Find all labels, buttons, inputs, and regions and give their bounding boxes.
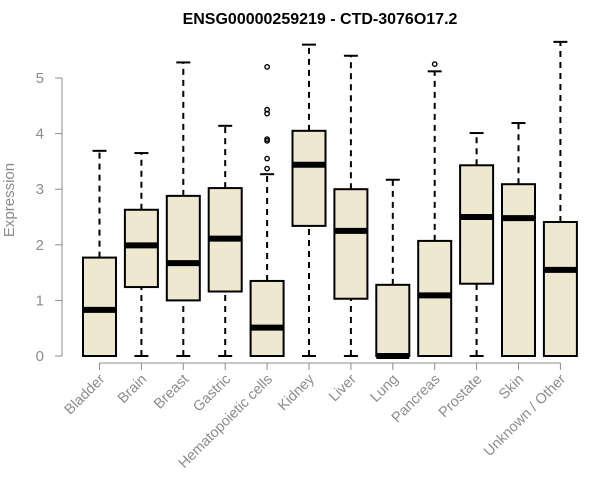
- box-group: [501, 122, 536, 357]
- outlier-point: [264, 155, 270, 162]
- box-group: [417, 61, 453, 358]
- y-tick-label: 5: [36, 70, 44, 87]
- box-group: [207, 124, 243, 357]
- y-axis: 0 1 2 3 4 5: [36, 70, 63, 365]
- chart-title: ENSG00000259219 - CTD-3076O17.2: [183, 11, 458, 28]
- box-group: [82, 149, 117, 358]
- outlier-point: [431, 61, 438, 67]
- iqr-box: [291, 129, 327, 227]
- iqr-box: [165, 194, 201, 302]
- iqr-box: [459, 164, 495, 285]
- y-tick-label: 0: [36, 348, 44, 365]
- outlier-point: [264, 106, 270, 113]
- x-tick-label: Breast: [151, 372, 192, 413]
- iqr-box: [375, 283, 411, 357]
- box-group: [333, 54, 369, 357]
- x-tick-label: Kidney: [275, 371, 318, 414]
- y-tick-label: 1: [36, 292, 44, 309]
- outlier-point: [264, 63, 270, 70]
- y-tick-label: 2: [36, 237, 44, 254]
- iqr-box: [123, 208, 159, 289]
- box-group: [291, 43, 327, 357]
- iqr-box: [333, 188, 369, 300]
- x-tick-label: Lung: [367, 372, 401, 406]
- box-group: [165, 61, 201, 357]
- iqr-box: [417, 239, 453, 358]
- iqr-box: [501, 183, 536, 357]
- y-tick-label: 3: [36, 181, 44, 198]
- x-tick-label: Prostate: [436, 372, 485, 421]
- box-group: [249, 63, 285, 357]
- x-tick-label: Brain: [115, 372, 150, 407]
- x-tick-label: Skin: [496, 372, 527, 403]
- y-axis-label: Expression: [1, 163, 18, 237]
- box-group: [123, 152, 159, 357]
- outlier-point: [264, 165, 270, 172]
- outlier-point: [264, 136, 270, 143]
- iqr-box: [542, 221, 578, 357]
- x-tick-label: Liver: [326, 371, 360, 405]
- iqr-box: [82, 256, 117, 358]
- y-tick-label: 4: [36, 126, 44, 143]
- x-tick-label: Bladder: [62, 371, 109, 418]
- box-group: [542, 40, 578, 357]
- plot-area: [82, 40, 578, 359]
- box-group: [459, 132, 495, 357]
- iqr-box: [249, 279, 285, 357]
- box-group: [375, 178, 411, 359]
